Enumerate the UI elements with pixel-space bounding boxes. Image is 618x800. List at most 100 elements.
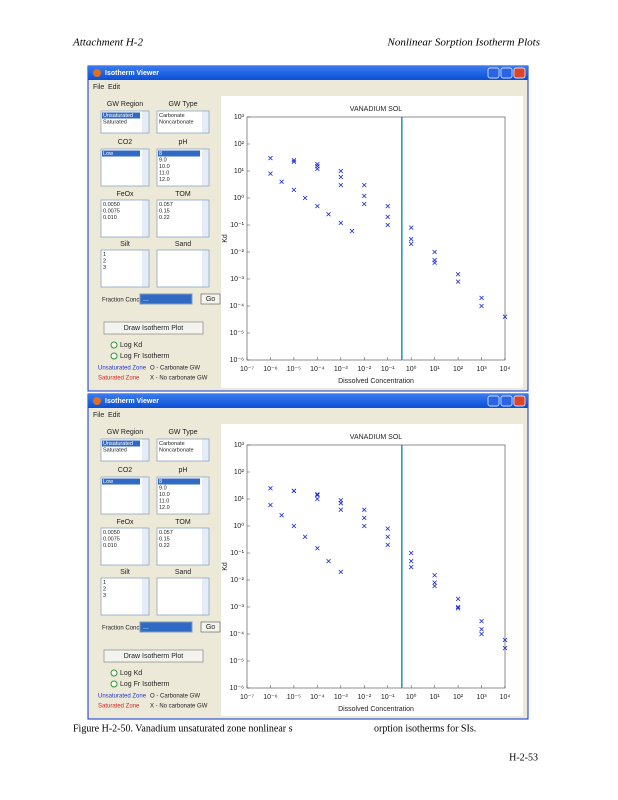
listbox[interactable] (156, 199, 210, 238)
listbox[interactable] (100, 199, 150, 238)
listbox[interactable] (156, 527, 210, 566)
radio-label[interactable]: Log Fr Isotherm (120, 353, 170, 360)
radio-label[interactable]: Log Kd (120, 670, 142, 677)
title-bar (88, 394, 528, 408)
list-item[interactable]: 0.010 (103, 543, 117, 549)
caption: Figure H-2-50. Vanadium unsaturated zone… (73, 723, 293, 734)
list-item[interactable]: Saturated (103, 119, 127, 125)
list-item[interactable]: 3 (103, 265, 106, 271)
go-button[interactable] (200, 293, 221, 305)
go-label[interactable]: Go (206, 624, 215, 631)
list-item[interactable]: 2 (103, 586, 106, 592)
go-button[interactable] (200, 621, 221, 633)
draw-label[interactable]: Draw Isotherm Plot (124, 325, 184, 332)
list-item[interactable]: 0.057 (159, 202, 173, 208)
list-item[interactable]: 0.0050 (103, 530, 120, 536)
y-tick-label: 10³ (234, 114, 245, 121)
list-item[interactable]: Low (103, 151, 113, 157)
data-point (408, 236, 414, 242)
data-point (455, 605, 461, 611)
list-item[interactable]: 1 (103, 580, 106, 586)
minimize-button[interactable] (487, 395, 500, 407)
menu-item[interactable]: File (93, 84, 104, 91)
list-item[interactable]: 0.057 (159, 530, 173, 536)
radio[interactable] (110, 669, 118, 677)
x-tick-label: 10¹ (430, 366, 441, 373)
list-label: pH (179, 139, 188, 146)
page-number: H-2-53 (509, 752, 538, 763)
radio-label[interactable]: Log Fr Isotherm (120, 681, 170, 688)
list-item[interactable]: 8 (159, 479, 162, 485)
radio[interactable] (110, 680, 118, 688)
listbox[interactable] (100, 577, 150, 616)
list-item[interactable]: Carbonate (159, 113, 185, 119)
listbox[interactable] (156, 110, 210, 134)
go-label[interactable]: Go (206, 296, 215, 303)
list-item[interactable]: 0.15 (159, 208, 170, 214)
close-button[interactable] (513, 67, 526, 79)
scrollbar (142, 578, 149, 615)
list-item[interactable]: 9.0 (159, 485, 167, 491)
minimize-button[interactable] (487, 67, 500, 79)
draw-button[interactable] (103, 649, 204, 663)
dropdown[interactable] (139, 621, 193, 633)
close-button[interactable] (513, 395, 526, 407)
y-tick-label: 10⁻⁶ (230, 685, 244, 692)
list-item[interactable]: Unsaturated (103, 441, 133, 447)
list-label: Sand (175, 241, 191, 248)
list-item[interactable]: 0.0075 (103, 208, 120, 214)
maximize-button[interactable] (500, 67, 513, 79)
listbox[interactable] (100, 249, 150, 288)
listbox[interactable] (156, 438, 210, 462)
draw-label[interactable]: Draw Isotherm Plot (124, 653, 184, 660)
data-point (455, 604, 461, 610)
data-point (315, 161, 320, 167)
legend-text: X - No carbonate GW (150, 704, 208, 710)
x-tick-label: 10⁻⁴ (310, 694, 325, 701)
axes-box (246, 116, 506, 361)
list-item[interactable]: 0.15 (159, 536, 170, 542)
list-item[interactable]: Saturated (103, 447, 127, 453)
maximize-button[interactable] (500, 395, 513, 407)
list-item[interactable]: Low (103, 479, 113, 485)
list-item[interactable]: 0.010 (103, 215, 117, 221)
data-point (361, 507, 367, 513)
menu-item[interactable]: File (93, 412, 104, 419)
radio-label[interactable]: Log Kd (120, 342, 142, 349)
list-item[interactable]: 0.0050 (103, 202, 120, 208)
list-item[interactable]: Noncarbonate (159, 447, 194, 453)
list-item[interactable]: 9.0 (159, 157, 167, 163)
header-left: Attachment H-2 (72, 37, 143, 49)
list-item[interactable]: 3 (103, 593, 106, 599)
list-item[interactable]: 10.0 (159, 164, 170, 170)
dropdown[interactable] (139, 293, 193, 305)
list-item[interactable]: Unsaturated (103, 113, 133, 119)
draw-button[interactable] (103, 321, 204, 335)
list-item[interactable]: 1 (103, 252, 106, 258)
list-item[interactable]: 11.0 (159, 170, 169, 176)
list-item[interactable]: 11.0 (159, 498, 169, 504)
listbox[interactable] (156, 249, 210, 288)
list-item[interactable]: 12.0 (159, 505, 170, 511)
list-item[interactable]: 2 (103, 258, 106, 264)
radio[interactable] (110, 352, 118, 360)
dropdown-value[interactable]: ... (143, 624, 149, 631)
listbox[interactable] (100, 527, 150, 566)
list-item[interactable]: Noncarbonate (159, 119, 194, 125)
dropdown-value[interactable]: ... (143, 296, 149, 303)
list-item[interactable]: 0.22 (159, 215, 170, 221)
list-item[interactable]: 12.0 (159, 177, 170, 183)
x-tick-label: 10³ (476, 694, 487, 701)
listbox[interactable] (156, 577, 210, 616)
radio[interactable] (110, 341, 118, 349)
list-item[interactable]: 0.0075 (103, 536, 120, 542)
list-item[interactable]: 0.22 (159, 543, 170, 549)
plot-panel (221, 424, 523, 716)
menu-item[interactable]: Edit (108, 84, 120, 91)
list-label: GW Region (107, 101, 143, 108)
list-item[interactable]: Carbonate (159, 441, 185, 447)
data-point (361, 515, 367, 521)
list-item[interactable]: 8 (159, 151, 162, 157)
menu-item[interactable]: Edit (108, 412, 120, 419)
list-item[interactable]: 10.0 (159, 492, 170, 498)
